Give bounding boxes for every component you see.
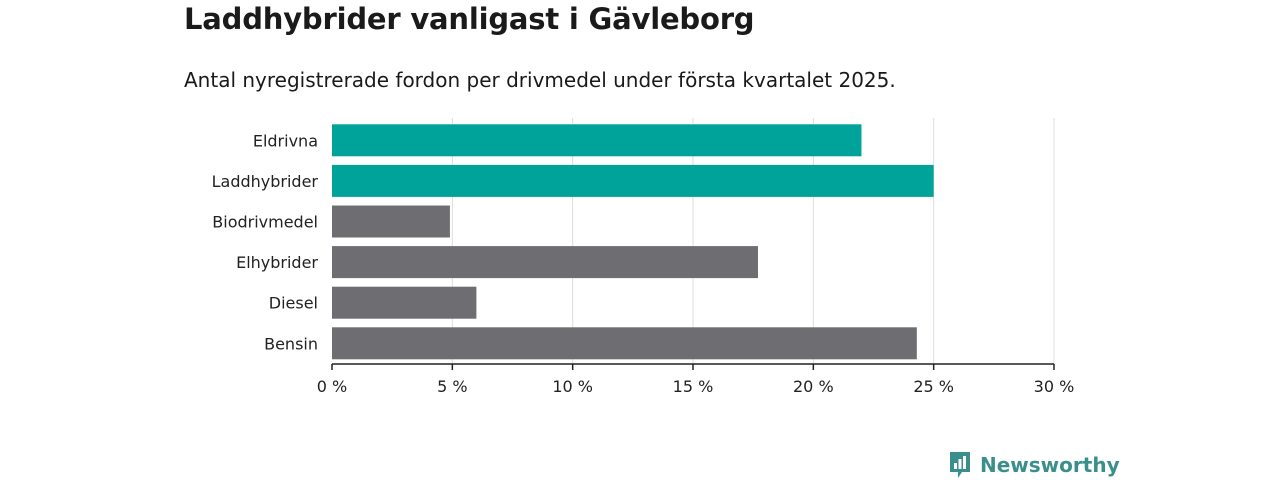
newsworthy-logo: Newsworthy [948, 450, 1120, 480]
bar-bensin [332, 327, 917, 360]
category-label: Elhybrider [236, 253, 318, 272]
bar-diesel [332, 286, 477, 319]
brand-name: Newsworthy [980, 453, 1120, 477]
category-labels: Eldrivna Laddhybrider Biodrivmedel Elhybrid… [212, 131, 319, 353]
bar-biodrivmedel [332, 205, 450, 238]
x-tick-label: 5 % [437, 377, 467, 396]
category-label: Biodrivmedel [212, 213, 318, 232]
x-tick-label: 10 % [552, 377, 593, 396]
bar-eldrivna [332, 124, 862, 157]
x-tick-label: 25 % [913, 377, 954, 396]
x-tick-label: 30 % [1034, 377, 1075, 396]
x-tick-label: 15 % [673, 377, 714, 396]
chart-subtitle: Antal nyregistrerade fordon per drivmede… [184, 68, 896, 92]
chart-title: Laddhybrider vanligast i Gävleborg [184, 2, 755, 36]
bar-elhybrider [332, 246, 758, 279]
x-axis: 0 % 5 % 10 % 15 % 20 % 25 % 30 % [317, 363, 1075, 396]
bar-laddhybrider [332, 164, 934, 197]
category-label: Eldrivna [253, 131, 318, 150]
category-label: Bensin [264, 334, 318, 353]
newsworthy-logo-icon [950, 452, 970, 478]
bars [332, 124, 934, 360]
category-label: Diesel [269, 294, 318, 313]
gridlines [451, 118, 1055, 364]
x-tick-label: 0 % [317, 377, 347, 396]
category-label: Laddhybrider [212, 172, 319, 191]
x-tick-label: 20 % [793, 377, 834, 396]
